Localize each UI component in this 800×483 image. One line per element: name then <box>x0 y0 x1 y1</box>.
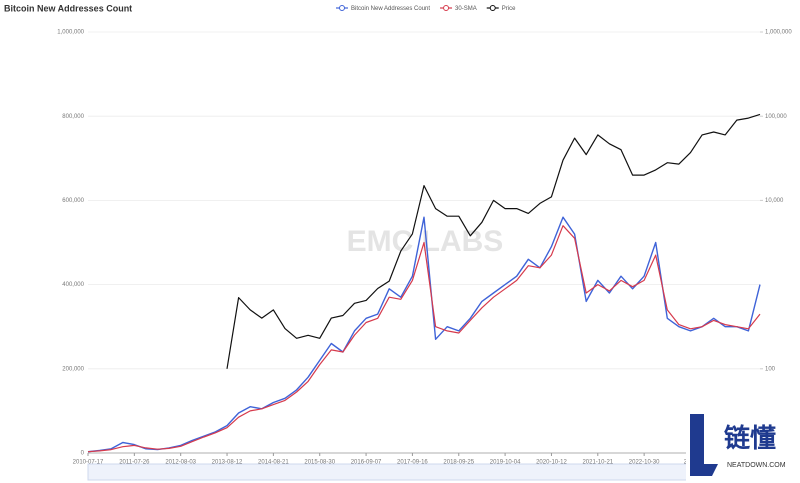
x-tick-label: 2013-08-12 <box>212 460 243 466</box>
y-tick-label: 200,000 <box>62 366 84 372</box>
x-tick-label: 2012-08-03 <box>165 460 196 466</box>
logo-icon <box>690 414 718 476</box>
logo-site: NEATDOWN.COM <box>727 462 786 469</box>
chart-title: Bitcoin New Addresses Count <box>4 3 132 13</box>
legend-item[interactable]: Price <box>486 5 516 13</box>
series-line <box>226 113 761 369</box>
x-tick-label: 2017-09-16 <box>397 460 428 466</box>
x-tick-label: 2021-10-21 <box>582 460 613 466</box>
x-tick-label: 2015-08-30 <box>304 460 335 466</box>
y2-tick-label: 100 <box>765 366 776 372</box>
y-tick-label: 0 <box>81 451 85 457</box>
series-line <box>87 225 761 453</box>
legend-marker <box>339 5 345 11</box>
y-tick-label: 600,000 <box>62 198 84 204</box>
legend-marker <box>489 5 496 11</box>
logo-name: 链懂 <box>724 423 776 453</box>
y-tick-label: 1,000,000 <box>57 30 84 36</box>
x-tick-label: 2018-09-25 <box>443 460 474 466</box>
y-tick-label: 800,000 <box>62 114 84 120</box>
legend-marker <box>443 5 450 11</box>
y2-tick-label: 1,000,000 <box>765 30 792 36</box>
zoom-slider[interactable] <box>87 463 761 481</box>
y2-tick-label: 100,000 <box>765 114 787 120</box>
legend-label: Price <box>502 6 516 12</box>
x-tick-label: 2014-08-21 <box>258 460 289 466</box>
y-tick-label: 400,000 <box>62 282 84 288</box>
x-tick-label: 2016-09-07 <box>351 460 382 466</box>
x-tick-label: 2019-10-04 <box>490 460 521 466</box>
x-tick-label: 2010-07-17 <box>73 460 104 466</box>
legend-item[interactable]: 30-SMA <box>440 5 477 13</box>
legend-item[interactable]: Bitcoin New Addresses Count <box>336 5 430 13</box>
plot: 0 200,000 400,000 600,000 800,000 1,000,000 10… <box>57 30 792 466</box>
legend-label: Bitcoin New Addresses Count <box>351 6 430 12</box>
y2-tick-label: 10,000 <box>765 198 784 204</box>
series-line <box>87 216 761 453</box>
legend-label: 30-SMA <box>455 6 477 12</box>
x-tick-label: 2011-07-26 <box>119 460 150 466</box>
x-tick-label: 2020-10-12 <box>536 460 567 466</box>
x-tick-label: 2022-10-30 <box>629 460 660 466</box>
